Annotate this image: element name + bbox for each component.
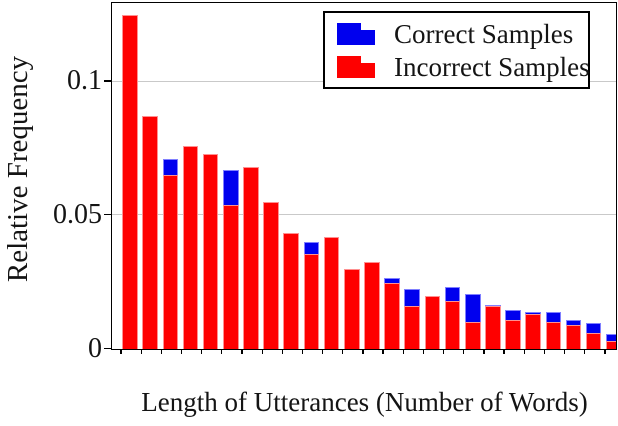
y-axis-label: Relative Frequency (2, 55, 34, 283)
x-tick-17 (442, 350, 445, 354)
x-tick-22 (543, 350, 546, 354)
bar-18-correct-segment (464, 294, 481, 323)
x-tick-23 (563, 350, 566, 354)
bar-8-incorrect-segment (263, 201, 279, 349)
x-tick-25 (604, 350, 606, 354)
bar-9-incorrect-segment (283, 232, 300, 349)
bar-16-incorrect-segment (424, 295, 441, 349)
incorrect-samples-swatch-icon (337, 55, 375, 78)
bar-10-incorrect-segment (303, 254, 320, 349)
x-tick-6 (221, 350, 223, 354)
x-tick-4 (180, 350, 183, 354)
y-tick-label-0.05: 0.05 (53, 198, 102, 230)
bar-3-incorrect-segment (162, 175, 179, 349)
bar-12-incorrect-segment (343, 268, 360, 349)
x-tick-5 (201, 350, 203, 354)
bar-13-incorrect-segment (364, 262, 380, 349)
bar-21-incorrect-segment (525, 314, 541, 349)
x-tick-24 (584, 350, 586, 354)
gridline-y-0.05 (111, 214, 616, 216)
bar-15-incorrect-segment (404, 306, 421, 349)
bar-5-incorrect-segment (202, 153, 219, 349)
x-axis-label: Length of Utterances (Number of Words) (141, 387, 588, 417)
legend-item-correct: Correct Samples (325, 17, 588, 50)
bar-21-correct-segment (525, 311, 541, 315)
bar-24-correct-segment (585, 323, 602, 333)
bar-19-incorrect-segment (485, 306, 501, 349)
x-tick-9 (281, 350, 283, 354)
legend: Correct Samples Incorrect Samples (323, 11, 590, 89)
bar-2-incorrect-segment (142, 116, 158, 349)
bar-18-incorrect-segment (464, 322, 481, 349)
bar-17-incorrect-segment (444, 300, 461, 349)
bar-3-correct-segment (162, 159, 179, 176)
legend-label-incorrect: Incorrect Samples (394, 51, 590, 82)
bar-4-incorrect-segment (182, 145, 199, 349)
bar-7-incorrect-segment (243, 167, 259, 349)
bar-10-correct-segment (303, 242, 320, 255)
x-tick-10 (301, 350, 304, 354)
x-tick-13 (362, 350, 364, 354)
bar-11-incorrect-segment (323, 236, 340, 349)
bar-24-incorrect-segment (585, 332, 602, 349)
bar-15-correct-segment (404, 288, 421, 307)
bar-22-correct-segment (545, 311, 562, 323)
bar-20-incorrect-segment (505, 319, 521, 349)
x-tick-14 (382, 350, 384, 354)
y-tick-label-0: 0 (88, 332, 102, 364)
x-tick-15 (402, 350, 404, 354)
y-tick-0.05 (104, 214, 111, 216)
x-tick-20 (503, 350, 505, 354)
bar-22-incorrect-segment (545, 322, 562, 349)
x-tick-7 (241, 350, 243, 354)
x-tick-19 (483, 350, 485, 354)
bar-6-incorrect-segment (223, 204, 239, 349)
bar-6-correct-segment (223, 169, 239, 205)
x-tick-2 (140, 350, 142, 354)
x-tick-1 (120, 350, 122, 354)
y-tick-0.1 (104, 80, 111, 82)
y-tick-0 (104, 347, 111, 350)
x-tick-21 (523, 350, 525, 354)
bar-25-incorrect-segment (606, 340, 617, 349)
x-tick-3 (160, 350, 163, 354)
x-tick-11 (322, 350, 324, 354)
y-tick-label-0.1: 0.1 (67, 65, 102, 96)
x-tick-18 (463, 350, 465, 354)
legend-item-incorrect: Incorrect Samples (325, 50, 590, 83)
bar-14-correct-segment (384, 278, 400, 284)
x-tick-12 (342, 350, 344, 354)
bar-14-incorrect-segment (384, 283, 400, 349)
bar-19-correct-segment (485, 304, 501, 307)
bar-25-correct-segment (606, 333, 617, 341)
correct-samples-swatch-icon (337, 22, 375, 45)
x-tick-16 (422, 350, 425, 354)
legend-label-correct: Correct Samples (394, 18, 574, 49)
bar-1-incorrect-segment (122, 14, 138, 349)
bar-20-correct-segment (505, 310, 521, 320)
bar-17-correct-segment (444, 287, 461, 301)
bar-23-correct-segment (565, 319, 582, 325)
x-tick-8 (261, 350, 263, 354)
bar-23-incorrect-segment (565, 324, 582, 349)
